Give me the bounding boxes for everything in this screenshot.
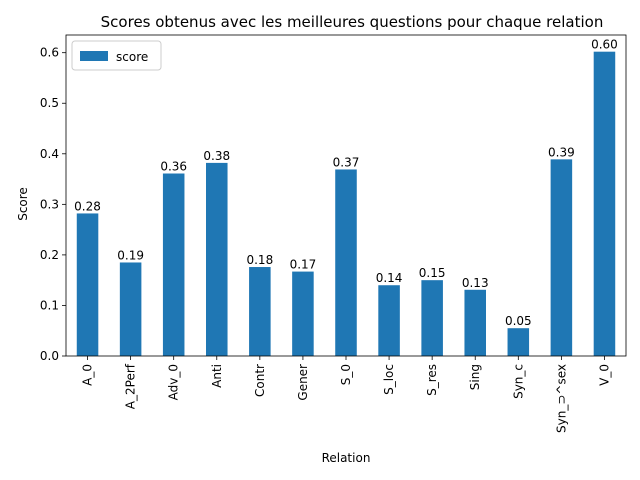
bar-A_0 (76, 213, 99, 356)
y-axis-label: Score (16, 187, 30, 221)
bar-Anti (206, 162, 228, 356)
bar-A_2Perf (119, 262, 142, 356)
x-tick-label: S_res (425, 364, 439, 396)
bar-Syn_c (507, 328, 530, 356)
data-labels: 0.28 0.19 0.36 0.38 0.18 0.17 0.37 0.14 0.15 0.13… (74, 38, 618, 329)
data-label: 0.36 (160, 160, 187, 174)
y-axis: 0.0 0.1 0.2 0.3 0.4 0.5 0.6 (40, 46, 66, 363)
data-label: 0.38 (203, 149, 230, 163)
bar-Gener (292, 271, 314, 356)
bar-Sing (464, 289, 486, 356)
y-tick-label: 0.3 (40, 197, 59, 211)
y-tick-label: 0.5 (40, 96, 59, 110)
bar-Adv_0 (162, 173, 185, 356)
data-label: 0.17 (290, 258, 317, 272)
axes-border (65, 34, 627, 357)
data-label: 0.39 (548, 145, 575, 159)
x-tick-label: Syn_⊃^sex (554, 364, 568, 433)
bar-S_loc (378, 285, 400, 356)
bars (76, 51, 616, 357)
x-tick-label: A_2Perf (124, 363, 138, 409)
data-label: 0.14 (376, 271, 403, 285)
data-label: 0.18 (246, 253, 273, 267)
data-label: 0.05 (505, 314, 532, 328)
data-label: 0.13 (462, 276, 489, 290)
chart-title: Scores obtenus avec les meilleures quest… (101, 13, 604, 31)
y-tick-label: 0.0 (40, 349, 59, 363)
x-tick-label: Anti (210, 364, 224, 388)
y-tick-label: 0.4 (40, 147, 59, 161)
y-tick-label: 0.2 (40, 248, 59, 262)
x-tick-label: Gener (296, 364, 310, 401)
legend-swatch (80, 51, 108, 61)
bar-V_0 (593, 51, 616, 357)
x-tick-label: Syn_c (511, 364, 525, 399)
bar-S_0 (335, 169, 357, 356)
x-tick-label: S_0 (339, 364, 353, 385)
data-label: 0.37 (333, 155, 360, 169)
bar-S_res (421, 280, 443, 356)
x-axis-label: Relation (322, 451, 371, 465)
data-label: 0.60 (591, 38, 618, 52)
x-tick-label: Sing (468, 364, 482, 390)
legend-label: score (116, 50, 148, 64)
axes-frame (65, 34, 627, 357)
bar-Syn_⊃^sex (550, 159, 573, 356)
x-tick-label: Contr (253, 364, 267, 397)
x-tick-label: Adv_0 (167, 364, 181, 400)
bar-Contr (249, 267, 271, 356)
legend-box (71, 40, 162, 71)
y-tick-label: 0.6 (40, 46, 59, 60)
x-tick-label: V_0 (597, 364, 611, 386)
x-axis: A_0 A_2Perf Adv_0 Anti Contr Gener S_0 S_loc S_r… (81, 356, 611, 433)
y-tick-label: 0.1 (40, 298, 59, 312)
data-label: 0.28 (74, 199, 101, 213)
data-label: 0.15 (419, 266, 446, 280)
x-tick-label: A_0 (81, 364, 95, 386)
x-tick-label: S_loc (382, 364, 396, 395)
legend: score (71, 40, 162, 71)
data-label: 0.19 (117, 248, 144, 262)
